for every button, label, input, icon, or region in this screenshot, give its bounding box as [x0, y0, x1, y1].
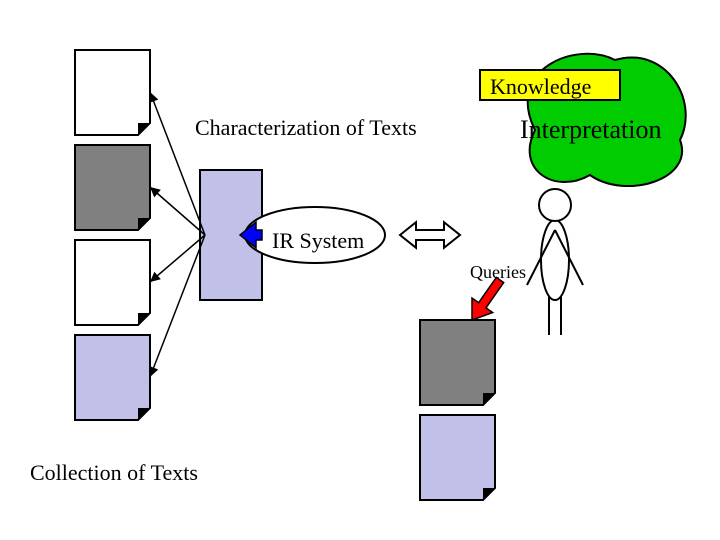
diagram-svg	[0, 0, 720, 540]
characterization-label: Characterization of Texts	[195, 115, 417, 141]
knowledge-label: Knowledge	[490, 74, 591, 100]
interpretation-label: Interpretation	[520, 115, 662, 145]
queries-label: Queries	[470, 262, 526, 283]
diagram-root: Characterization of Texts Interpretation…	[0, 0, 720, 540]
collection-label: Collection of Texts	[30, 460, 198, 486]
ir-system-label: IR System	[272, 228, 364, 254]
